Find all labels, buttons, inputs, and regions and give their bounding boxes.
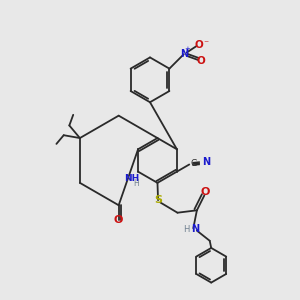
Text: NH: NH: [124, 174, 139, 183]
Text: N: N: [202, 158, 210, 167]
Text: S: S: [154, 195, 162, 205]
Text: O: O: [197, 56, 206, 66]
Text: N: N: [180, 49, 188, 59]
Text: O: O: [195, 40, 204, 50]
Text: C: C: [191, 159, 197, 168]
Text: O: O: [201, 187, 210, 197]
Text: +: +: [184, 46, 190, 52]
Text: N: N: [191, 224, 199, 234]
Text: ⁻: ⁻: [203, 39, 208, 49]
Text: O: O: [114, 214, 123, 225]
Text: H: H: [183, 225, 189, 234]
Text: H: H: [134, 179, 139, 188]
